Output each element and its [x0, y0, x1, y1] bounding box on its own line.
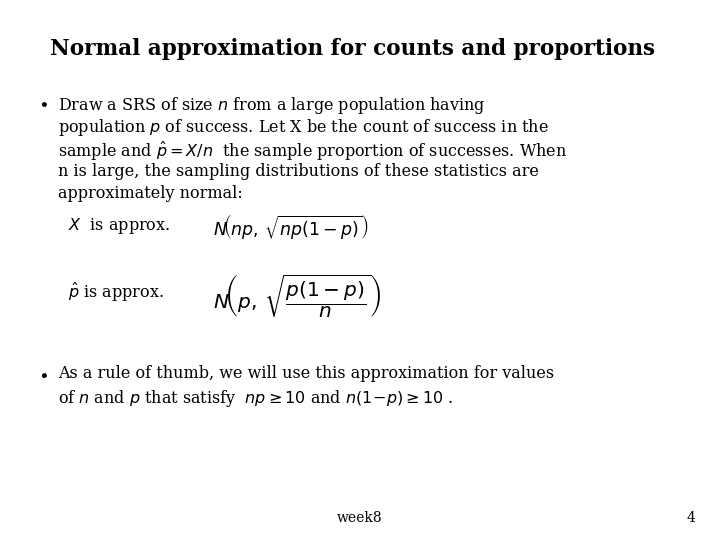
Text: Normal approximation for counts and proportions: Normal approximation for counts and prop… — [50, 38, 655, 60]
Text: Draw a SRS of size $n$ from a large population having: Draw a SRS of size $n$ from a large popu… — [58, 95, 485, 116]
Text: population $p$ of success. Let X be the count of success in the: population $p$ of success. Let X be the … — [58, 118, 549, 138]
Text: $\hat{p}$ is approx.: $\hat{p}$ is approx. — [68, 280, 163, 303]
Text: $N\!\left(p,\, \sqrt{\dfrac{p(1-p)}{n}}\right)$: $N\!\left(p,\, \sqrt{\dfrac{p(1-p)}{n}}\… — [213, 273, 381, 320]
Text: 4: 4 — [686, 511, 695, 525]
Text: n is large, the sampling distributions of these statistics are: n is large, the sampling distributions o… — [58, 163, 539, 179]
Text: sample and $\hat{p} = X/n$  the sample proportion of successes. When: sample and $\hat{p} = X/n$ the sample pr… — [58, 140, 567, 163]
Text: of $n$ and $p$ that satisfy  $np \geq 10$ and $n(1\!-\!p) \geq 10$ .: of $n$ and $p$ that satisfy $np \geq 10$… — [58, 388, 454, 409]
Text: $\bullet$: $\bullet$ — [38, 95, 48, 112]
Text: approximately normal:: approximately normal: — [58, 185, 243, 202]
Text: week8: week8 — [337, 511, 383, 525]
Text: As a rule of thumb, we will use this approximation for values: As a rule of thumb, we will use this app… — [58, 366, 554, 382]
Text: $X$  is approx.: $X$ is approx. — [68, 215, 170, 235]
Text: $N\!\left(np,\, \sqrt{np(1-p)}\right)$: $N\!\left(np,\, \sqrt{np(1-p)}\right)$ — [213, 213, 369, 241]
Text: $\bullet$: $\bullet$ — [38, 366, 48, 382]
